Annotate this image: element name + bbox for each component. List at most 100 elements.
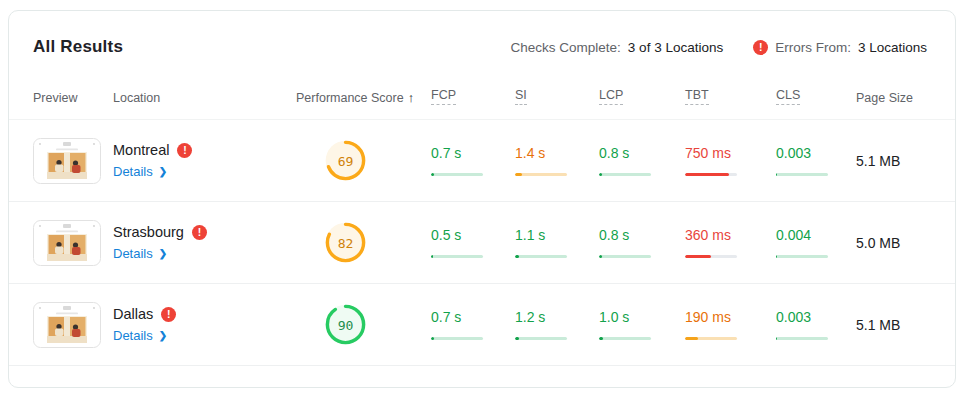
page-size-value: 5.1 MB xyxy=(856,317,931,333)
preview-thumbnail[interactable] xyxy=(33,302,101,348)
column-header-tbt[interactable]: TBT xyxy=(685,88,776,105)
svg-text:69: 69 xyxy=(338,154,354,169)
metric-bar xyxy=(685,173,737,176)
location-name: Dallas xyxy=(113,306,153,322)
metric-tbt: 360 ms xyxy=(685,227,776,258)
svg-text:90: 90 xyxy=(338,318,354,333)
metric-bar xyxy=(599,337,651,340)
error-icon: ! xyxy=(753,40,768,55)
column-header-lcp[interactable]: LCP xyxy=(599,88,685,105)
metric-cls: 0.004 xyxy=(776,227,856,258)
metric-si: 1.2 s xyxy=(515,309,599,340)
chevron-right-icon: ❯ xyxy=(159,330,167,341)
metric-bar xyxy=(515,337,567,340)
table-row: Montreal ! Details ❯ 69 0.7 s 1.4 s xyxy=(9,120,955,202)
metric-bar xyxy=(599,255,651,258)
metric-bar xyxy=(776,255,828,258)
metric-bar xyxy=(685,255,737,258)
metric-fcp: 0.7 s xyxy=(431,145,515,176)
column-header-fcp[interactable]: FCP xyxy=(431,88,515,105)
preview-cell xyxy=(33,302,113,348)
status-bar: Checks Complete: 3 of 3 Locations ! Erro… xyxy=(511,40,927,55)
metric-value: 1.0 s xyxy=(599,309,685,325)
page-title: All Results xyxy=(33,37,123,57)
metric-si: 1.4 s xyxy=(515,145,599,176)
metric-bar xyxy=(431,173,483,176)
errors-from-value: 3 Locations xyxy=(858,40,927,55)
performance-score-gauge: 69 xyxy=(325,140,366,181)
errors-from-label: Errors From: xyxy=(775,40,851,55)
metric-value: 190 ms xyxy=(685,309,776,325)
performance-score-cell: 69 xyxy=(296,140,431,181)
metric-bar xyxy=(599,173,651,176)
metric-value: 1.2 s xyxy=(515,309,599,325)
metric-value: 1.4 s xyxy=(515,145,599,161)
preview-thumbnail[interactable] xyxy=(33,138,101,184)
chevron-right-icon: ❯ xyxy=(159,166,167,177)
metric-value: 0.8 s xyxy=(599,227,685,243)
all-results-card: All Results Checks Complete: 3 of 3 Loca… xyxy=(8,10,956,388)
metric-lcp: 0.8 s xyxy=(599,145,685,176)
metric-lcp: 0.8 s xyxy=(599,227,685,258)
metric-bar xyxy=(515,173,567,176)
metric-value: 0.003 xyxy=(776,145,856,161)
preview-cell xyxy=(33,138,113,184)
location-name: Strasbourg xyxy=(113,224,184,240)
checks-complete-label: Checks Complete: xyxy=(511,40,621,55)
location-cell: Montreal ! Details ❯ xyxy=(113,142,296,179)
metric-cls: 0.003 xyxy=(776,145,856,176)
metric-cls: 0.003 xyxy=(776,309,856,340)
column-header-location: Location xyxy=(113,91,296,105)
location-cell: Strasbourg ! Details ❯ xyxy=(113,224,296,261)
column-header-preview: Preview xyxy=(33,91,113,105)
column-header-si[interactable]: SI xyxy=(515,88,599,105)
performance-score-cell: 82 xyxy=(296,222,431,263)
performance-score-gauge: 90 xyxy=(325,304,366,345)
details-link[interactable]: Details ❯ xyxy=(113,328,167,343)
details-link[interactable]: Details ❯ xyxy=(113,164,167,179)
metric-value: 0.8 s xyxy=(599,145,685,161)
metric-bar xyxy=(431,255,483,258)
metric-bar xyxy=(685,337,737,340)
metric-tbt: 190 ms xyxy=(685,309,776,340)
location-cell: Dallas ! Details ❯ xyxy=(113,306,296,343)
metric-fcp: 0.7 s xyxy=(431,309,515,340)
metric-bar xyxy=(776,337,828,340)
metric-bar xyxy=(776,173,828,176)
column-header-page-size: Page Size xyxy=(856,91,931,105)
metric-value: 360 ms xyxy=(685,227,776,243)
metric-value: 1.1 s xyxy=(515,227,599,243)
metric-value: 0.003 xyxy=(776,309,856,325)
preview-thumbnail[interactable] xyxy=(33,220,101,266)
details-link[interactable]: Details ❯ xyxy=(113,246,167,261)
column-header-cls[interactable]: CLS xyxy=(776,88,856,105)
chevron-right-icon: ❯ xyxy=(159,248,167,259)
sort-up-icon[interactable]: ↑ xyxy=(408,90,415,105)
metric-value: 0.7 s xyxy=(431,309,515,325)
checks-complete-value: 3 of 3 Locations xyxy=(628,40,723,55)
metric-fcp: 0.5 s xyxy=(431,227,515,258)
preview-cell xyxy=(33,220,113,266)
error-icon[interactable]: ! xyxy=(192,225,207,240)
metric-value: 0.7 s xyxy=(431,145,515,161)
metric-tbt: 750 ms xyxy=(685,145,776,176)
table-row: Dallas ! Details ❯ 90 0.7 s 1.2 s xyxy=(9,284,955,366)
metric-lcp: 1.0 s xyxy=(599,309,685,340)
metric-value: 0.5 s xyxy=(431,227,515,243)
svg-text:82: 82 xyxy=(338,236,354,251)
metric-value: 750 ms xyxy=(685,145,776,161)
column-header-performance-score[interactable]: Performance Score↑ xyxy=(296,90,431,105)
performance-score-gauge: 82 xyxy=(325,222,366,263)
card-header: All Results Checks Complete: 3 of 3 Loca… xyxy=(9,11,955,57)
page-size-value: 5.1 MB xyxy=(856,153,931,169)
performance-score-cell: 90 xyxy=(296,304,431,345)
location-name: Montreal xyxy=(113,142,169,158)
metric-value: 0.004 xyxy=(776,227,856,243)
column-header-row: Preview Location Performance Score↑ FCP … xyxy=(9,88,955,120)
metric-bar xyxy=(515,255,567,258)
page-size-value: 5.0 MB xyxy=(856,235,931,251)
metric-si: 1.1 s xyxy=(515,227,599,258)
error-icon[interactable]: ! xyxy=(177,143,192,158)
error-icon[interactable]: ! xyxy=(161,307,176,322)
metric-bar xyxy=(431,337,483,340)
